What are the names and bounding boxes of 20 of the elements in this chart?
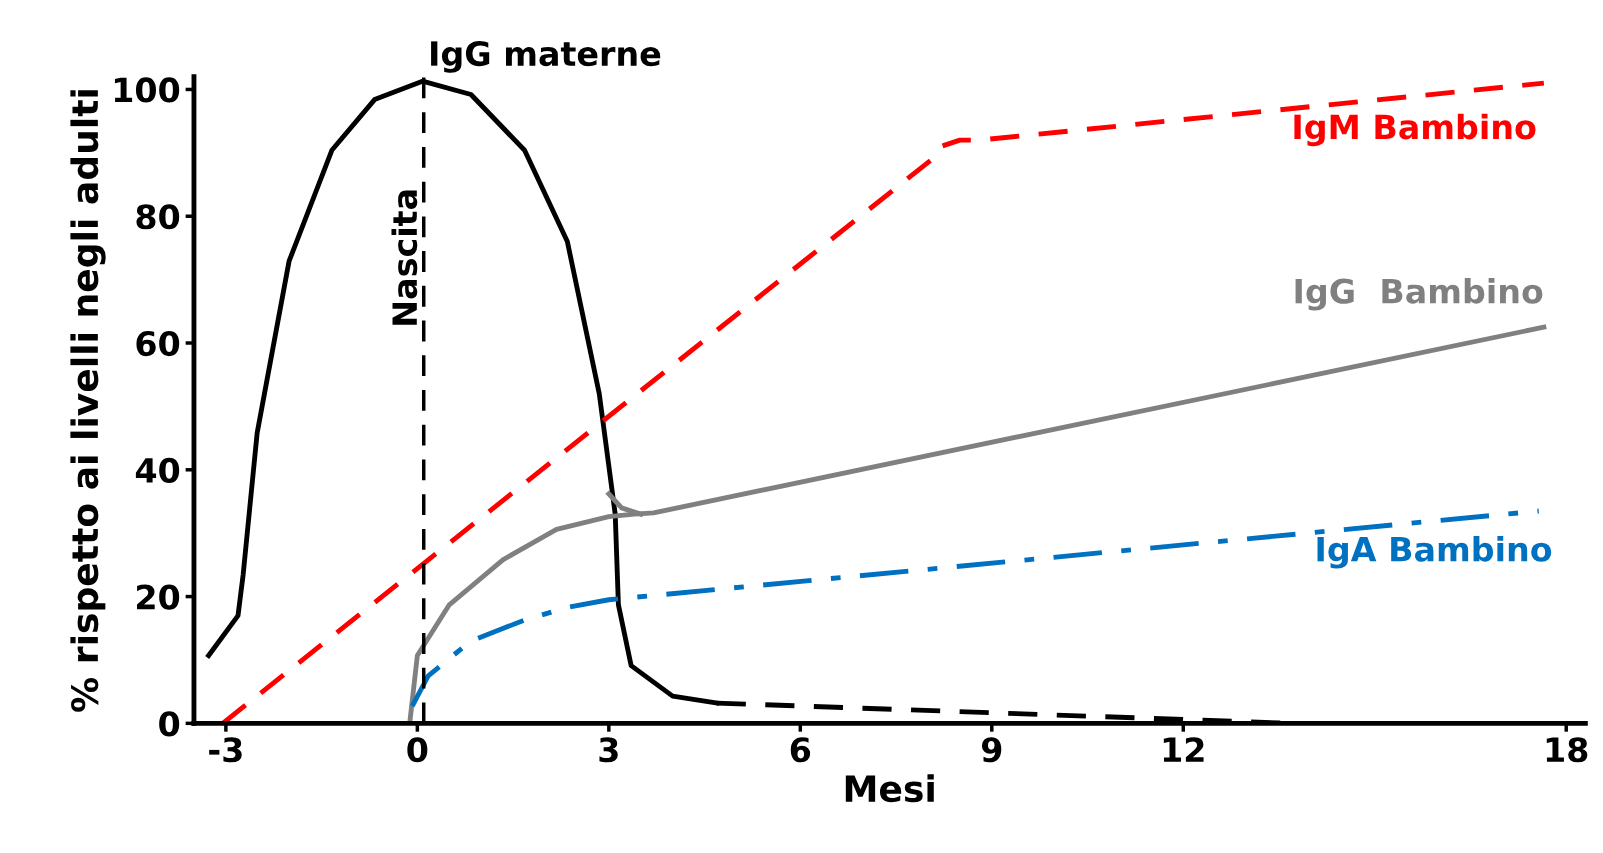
- y-tick-label: 60: [136, 330, 180, 357]
- y-tick-label: 0: [159, 711, 180, 737]
- series-label: IgA Bambino: [1317, 535, 1552, 569]
- x-tick-label: 12: [1163, 737, 1204, 762]
- x-tick-label: 9: [981, 737, 1002, 763]
- y-axis-title: % rispetto ai livelli negli adulti: [70, 90, 106, 712]
- x-tick-label: 6: [790, 737, 811, 763]
- x-tick-label: -3: [209, 737, 242, 763]
- x-tick-label: 3: [599, 737, 618, 763]
- series-label: IgG materne: [431, 40, 661, 73]
- series-label: IgM Bambino: [1294, 113, 1536, 147]
- x-tick-label: 18: [1546, 737, 1588, 763]
- y-tick-label: 20: [137, 584, 180, 610]
- x-tick-label: 0: [407, 737, 428, 763]
- y-tick-label: 80: [136, 204, 180, 230]
- ref-line-label: Nascita: [391, 190, 418, 325]
- y-tick-label: 100: [114, 77, 180, 103]
- x-axis-title: Mesi: [845, 774, 934, 803]
- series-label: IgG Bambino: [1295, 277, 1543, 311]
- y-tick-label: 40: [135, 457, 180, 483]
